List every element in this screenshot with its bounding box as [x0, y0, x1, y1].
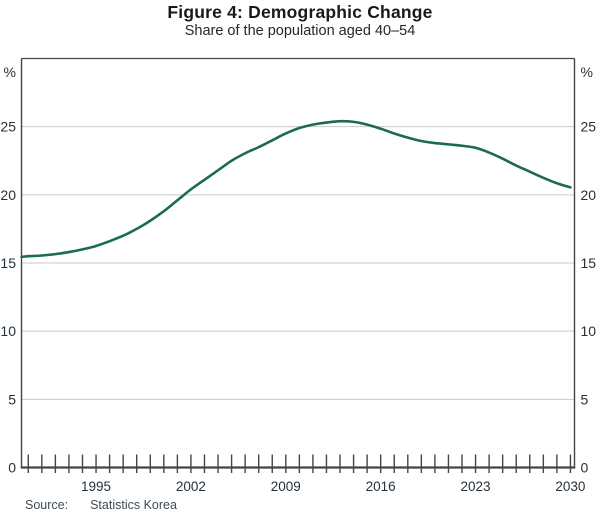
y-tick-label-left: 25 [0, 119, 16, 135]
y-tick-label-left: 0 [8, 460, 16, 476]
unit-label-right: % [581, 64, 593, 80]
x-tick-label: 2030 [555, 479, 585, 494]
source-value: Statistics Korea [90, 498, 177, 512]
y-tick-label-right: 20 [581, 187, 597, 203]
x-tick-label: 2002 [176, 479, 206, 494]
data-line [20, 119, 572, 259]
y-tick-label-left: 10 [0, 323, 16, 339]
y-tick-label-right: 15 [581, 255, 597, 271]
x-tick-label: 2016 [366, 479, 396, 494]
y-tick-label-left: 20 [0, 187, 16, 203]
source-line: Source: Statistics Korea [25, 498, 177, 512]
figure-title: Figure 4: Demographic Change [167, 2, 433, 22]
y-tick-label-right: 25 [581, 119, 597, 135]
x-tick-label: 1995 [81, 479, 111, 494]
y-tick-label-left: 5 [8, 391, 16, 407]
unit-label-left: % [4, 64, 16, 80]
y-tick-label-right: 0 [581, 460, 589, 476]
figure-subtitle: Share of the population aged 40–54 [184, 23, 416, 39]
x-tick-label: 2009 [271, 479, 301, 494]
x-tick-label: 2023 [461, 479, 491, 494]
y-tick-label-right: 10 [581, 323, 597, 339]
y-tick-label-left: 15 [0, 255, 16, 271]
y-tick-label-right: 5 [581, 391, 589, 407]
source-label: Source: [25, 498, 69, 512]
